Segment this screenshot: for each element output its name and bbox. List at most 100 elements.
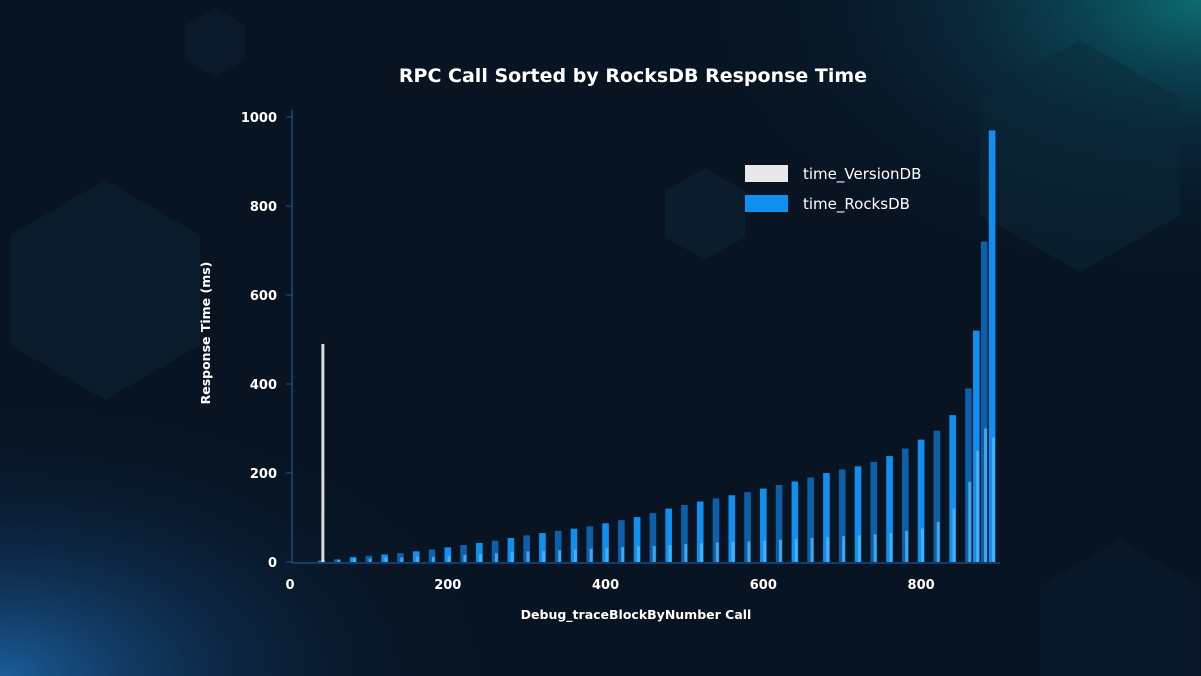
bar-time-versiondb <box>494 553 498 562</box>
bar-time-versiondb <box>400 557 404 562</box>
bar-time-versiondb <box>526 551 530 562</box>
bar-time-versiondb <box>984 428 988 562</box>
x-tick-label: 200 <box>434 578 461 593</box>
bar-time-versiondb <box>558 550 562 562</box>
background-hexagon <box>1040 540 1200 676</box>
bar-time-rocksdb <box>444 547 452 562</box>
background-hexagon <box>185 8 245 77</box>
bar-time-rocksdb <box>965 388 972 562</box>
bar-time-rocksdb <box>602 523 609 562</box>
bar-time-rocksdb <box>823 473 830 562</box>
x-axis-ticks: 0 200 400 600 800 <box>285 578 934 593</box>
bar-time-versiondb <box>715 542 719 562</box>
background-hexagon <box>10 180 200 400</box>
bar-time-rocksdb <box>988 130 996 562</box>
bar-time-rocksdb <box>933 430 941 562</box>
chart-title: RPC Call Sorted by RocksDB Response Time <box>399 65 867 87</box>
bar-time-rocksdb <box>428 549 436 562</box>
x-tick-label: 400 <box>592 578 619 593</box>
bar-time-rocksdb <box>902 448 909 562</box>
bar-time-versiondb <box>463 554 467 562</box>
bar-time-versiondb <box>700 543 704 562</box>
bar-time-rocksdb <box>744 492 751 562</box>
legend-label-time-rocksdb: time_RocksDB <box>803 195 910 214</box>
y-tick-label: 600 <box>250 289 277 304</box>
bar-time-versiondb <box>976 450 980 562</box>
bar-time-versiondb <box>573 549 577 562</box>
bar-time-versiondb <box>605 547 609 562</box>
y-tick-label: 0 <box>268 556 277 571</box>
background-hexagon <box>980 40 1180 272</box>
y-tick-label: 200 <box>250 467 277 482</box>
bar-time-versiondb <box>337 559 341 562</box>
bar-time-versiondb <box>589 548 593 562</box>
bar-time-rocksdb <box>980 241 988 562</box>
background-hexagon <box>665 168 745 260</box>
bar-time-rocksdb <box>791 481 799 562</box>
bar-time-rocksdb <box>807 477 814 562</box>
x-axis-label: Debug_traceBlockByNumber Call <box>521 607 752 623</box>
bar-time-rocksdb <box>728 495 736 562</box>
bar-time-rocksdb <box>523 535 530 562</box>
y-tick-label: 400 <box>250 378 277 393</box>
bar-time-rocksdb <box>886 456 893 562</box>
bar-time-versiondb <box>368 558 372 562</box>
bar-time-versiondb <box>352 558 356 562</box>
bar-time-versiondb <box>621 546 625 562</box>
bar-time-versiondb <box>668 545 672 562</box>
y-tick-label: 1000 <box>241 111 277 126</box>
bar-time-versiondb <box>636 546 640 562</box>
bar-time-rocksdb <box>760 488 767 562</box>
bar-time-versiondb <box>479 553 483 562</box>
bar-time-rocksdb <box>554 530 562 562</box>
x-tick-label: 0 <box>285 578 294 593</box>
bar-time-versiondb <box>416 556 420 562</box>
bar-time-versiondb <box>384 557 388 562</box>
bar-time-rocksdb <box>854 466 862 562</box>
bar-time-rocksdb <box>570 528 578 562</box>
bar-time-rocksdb <box>973 330 980 562</box>
bar-time-versiondb <box>991 437 995 562</box>
x-tick-label: 600 <box>750 578 777 593</box>
bar-time-versiondb <box>431 556 435 562</box>
bar-time-versiondb <box>857 535 861 562</box>
bar-time-rocksdb <box>586 526 594 562</box>
legend-label-time-versiondb: time_VersionDB <box>803 165 921 184</box>
bar-time-rocksdb <box>507 537 515 562</box>
bar-time-versiondb <box>652 545 656 562</box>
bar-time-versiondb <box>794 538 798 562</box>
bar-time-versiondb <box>842 536 846 562</box>
plot-area <box>318 130 996 562</box>
bar-time-versiondb <box>321 343 325 562</box>
bar-time-rocksdb <box>476 542 483 562</box>
bar-time-rocksdb <box>460 545 467 562</box>
bar-time-rocksdb <box>917 439 925 562</box>
bar-time-rocksdb <box>696 501 704 562</box>
y-axis-label: Response Time (ms) <box>198 262 213 405</box>
bar-time-versiondb <box>968 481 972 562</box>
bar-time-versiondb <box>936 521 940 562</box>
bar-time-versiondb <box>747 541 751 562</box>
bar-time-versiondb <box>826 537 830 562</box>
bar-time-rocksdb <box>539 533 546 562</box>
y-tick-label: 800 <box>250 200 277 215</box>
bar-time-rocksdb <box>949 415 956 562</box>
bar-time-rocksdb <box>618 520 625 562</box>
legend-swatch-time-versiondb <box>745 165 788 182</box>
bar-time-rocksdb <box>870 461 878 562</box>
legend-swatch-time-rocksdb <box>745 195 788 212</box>
x-tick-label: 800 <box>908 578 935 593</box>
bar-time-rocksdb <box>712 498 720 562</box>
bar-time-versiondb <box>510 552 514 562</box>
bar-time-versiondb <box>952 508 956 562</box>
bar-time-versiondb <box>873 534 877 562</box>
legend: time_VersionDB time_RocksDB <box>745 165 921 214</box>
bar-time-versiondb <box>763 540 767 562</box>
axes <box>291 110 1000 564</box>
bar-time-rocksdb <box>775 485 783 562</box>
bar-time-versiondb <box>447 555 451 562</box>
bar-time-rocksdb <box>633 517 641 562</box>
